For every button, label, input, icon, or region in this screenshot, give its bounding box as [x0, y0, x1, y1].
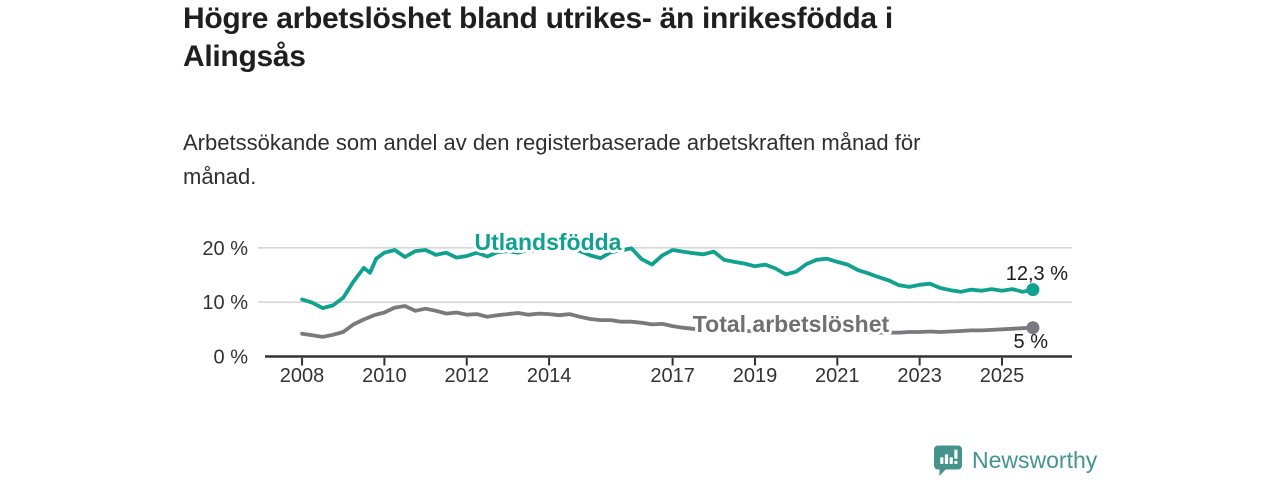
brand-name: Newsworthy	[972, 447, 1098, 473]
series-label-total-arbetsloshet: Total arbetslöshet	[693, 311, 890, 337]
x-tick-label-2023: 2023	[897, 365, 942, 387]
series-lines	[300, 246, 1040, 339]
x-tick-label-2025: 2025	[980, 365, 1025, 387]
series-end-dot-1	[1026, 321, 1040, 335]
gridlines	[258, 247, 1072, 303]
brand-footer: Newsworthy	[933, 444, 1097, 477]
axes-and-ticks: 0 % 10 % 20 % 2008 2010 2012 2014 2017 2019 2021 2…	[202, 238, 1072, 387]
x-tick-label-2017: 2017	[650, 365, 695, 387]
series-label-utlandsfodda: Utlandsfödda	[475, 229, 622, 255]
y-tick-label-10: 10 %	[202, 292, 248, 314]
x-tick-label-2008: 2008	[280, 365, 325, 387]
x-tick-label-2019: 2019	[733, 365, 778, 387]
page-title: Högre arbetslöshet bland utrikes- än inr…	[183, 2, 893, 73]
series-line-0	[300, 246, 1035, 311]
end-value-label-total: 5 %	[1014, 331, 1049, 353]
newsworthy-logo-icon	[934, 445, 962, 476]
series-line-1	[300, 304, 1035, 339]
y-tick-label-0: 0 %	[214, 347, 249, 369]
page-subtitle: Arbetssökande som andel av den registerb…	[183, 130, 921, 189]
end-value-label-utlandsfodda: 12,3 %	[1006, 263, 1068, 285]
x-tick-label-2010: 2010	[362, 365, 407, 387]
y-tick-label-20: 20 %	[202, 238, 248, 260]
x-tick-label-2021: 2021	[815, 365, 860, 387]
x-tick-label-2014: 2014	[527, 365, 572, 387]
series-end-dot-0	[1026, 283, 1040, 297]
x-tick-label-2012: 2012	[445, 365, 490, 387]
